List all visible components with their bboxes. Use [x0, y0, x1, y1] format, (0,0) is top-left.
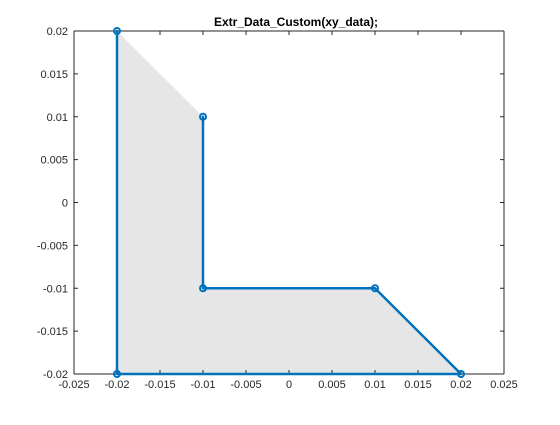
- data-point: [199, 112, 207, 121]
- y-tick-label: 0.01: [47, 112, 68, 124]
- x-tick-label: 0.02: [450, 379, 471, 391]
- y-tick-label: -0.015: [37, 326, 68, 338]
- x-tick-label: 0.015: [404, 379, 432, 391]
- x-tick-label: 0.01: [364, 379, 385, 391]
- y-tick-label: 0: [62, 198, 68, 210]
- y-tick-label: 0.015: [40, 69, 68, 81]
- x-tick-label: 0.025: [490, 379, 518, 391]
- data-point: [113, 27, 121, 35]
- series-line: [115, 29, 463, 376]
- x-tick-label: -0.01: [190, 379, 215, 391]
- x-tick-label: 0.005: [318, 379, 346, 391]
- y-tick-label: 0.02: [47, 26, 68, 38]
- series-layer: [113, 27, 465, 378]
- y-tick-label: -0.01: [43, 283, 68, 295]
- y-tick-label: -0.005: [37, 240, 68, 252]
- y-tick-label: 0.005: [40, 155, 68, 167]
- data-point: [371, 284, 379, 293]
- chart-title: Extr_Data_Custom(xy_data);: [214, 15, 378, 29]
- y-tick-label: -0.02: [43, 369, 68, 381]
- x-tick-label: 0: [286, 379, 292, 391]
- axes: -0.025 -0.02 -0.015 -0.01 -0.005 0 0.005 0.01 0.…: [37, 26, 518, 391]
- data-point: [199, 284, 207, 293]
- x-tick-label: -0.015: [144, 379, 175, 391]
- x-tick-label: -0.005: [230, 379, 261, 391]
- data-point: [113, 370, 121, 378]
- data-point: [457, 370, 465, 378]
- x-tick-label: -0.025: [58, 379, 89, 391]
- x-tick-label: -0.02: [104, 379, 129, 391]
